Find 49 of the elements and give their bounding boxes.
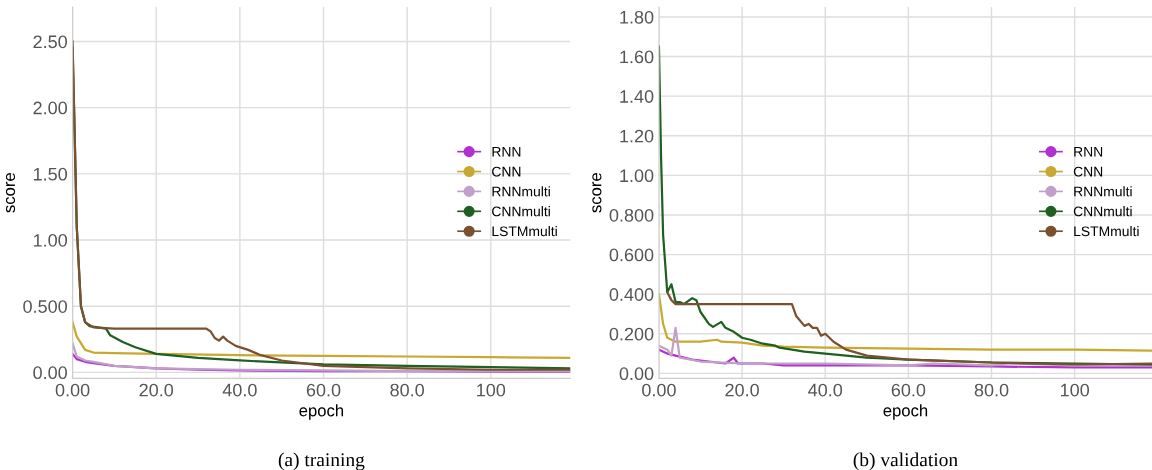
y-tick-label: 0.800 bbox=[609, 208, 654, 222]
x-tick-label: 20.0 bbox=[725, 383, 759, 397]
y-tick-label: 0.00 bbox=[619, 367, 654, 381]
legend-label: RNNmulti bbox=[492, 186, 550, 197]
line-series bbox=[72, 342, 571, 373]
x-axis-title: epoch bbox=[299, 404, 344, 420]
y-tick-label: 0.00 bbox=[33, 366, 68, 380]
y-tick-label: 1.00 bbox=[620, 169, 654, 183]
y-axis-title: score bbox=[592, 173, 602, 213]
y-tick-label: 2.50 bbox=[33, 35, 68, 49]
x-axis-title: epoch bbox=[883, 404, 928, 420]
legend-label: CNNmulti bbox=[492, 206, 550, 217]
x-tick-label: 80.0 bbox=[390, 383, 425, 397]
y-tick-label: 2.00 bbox=[33, 101, 68, 115]
legend-label: RNN bbox=[1074, 146, 1103, 157]
line-series bbox=[72, 320, 571, 359]
legend-label: LSTMmulti bbox=[492, 226, 557, 237]
x-tick-label: 20.0 bbox=[139, 383, 174, 397]
x-tick-label: 0.00 bbox=[55, 383, 90, 397]
y-tick-label: 1.50 bbox=[33, 167, 68, 181]
y-tick-label: 0.200 bbox=[609, 327, 654, 341]
y-tick-label: 1.60 bbox=[620, 50, 654, 64]
legend-label: RNNmulti bbox=[1074, 186, 1132, 197]
legend-label: CNN bbox=[492, 166, 521, 177]
y-tick-label: 0.400 bbox=[609, 288, 654, 301]
y-tick-label: 0.600 bbox=[609, 248, 654, 262]
legend-label: CNNmulti bbox=[1073, 206, 1132, 217]
y-tick-label: 1.00 bbox=[33, 233, 68, 247]
legend-label: RNN bbox=[492, 146, 521, 157]
x-tick-label: 40.0 bbox=[808, 383, 843, 397]
x-tick-label: 100 bbox=[1060, 383, 1090, 397]
y-axis-title: score bbox=[5, 173, 16, 213]
legend-label: LSTMmulti bbox=[1074, 226, 1139, 237]
text: (a) training bbox=[278, 452, 365, 470]
x-tick-label: 60.0 bbox=[306, 383, 341, 397]
x-tick-label: 60.0 bbox=[891, 383, 926, 397]
y-tick-label: 1.40 bbox=[620, 90, 654, 103]
line-series bbox=[658, 348, 1152, 369]
x-tick-label: 100 bbox=[477, 383, 506, 397]
x-tick-label: 80.0 bbox=[974, 383, 1009, 397]
line-series bbox=[658, 326, 1152, 367]
x-tick-label: 40.0 bbox=[222, 383, 257, 397]
x-tick-label: 0.00 bbox=[642, 383, 676, 397]
line-series bbox=[666, 291, 1152, 366]
y-tick-label: 0.500 bbox=[23, 300, 68, 313]
legend-label: CNN bbox=[1073, 166, 1103, 177]
text: (b) validation bbox=[853, 452, 958, 470]
y-tick-label: 1.80 bbox=[620, 10, 654, 24]
y-tick-label: 1.20 bbox=[620, 129, 654, 143]
